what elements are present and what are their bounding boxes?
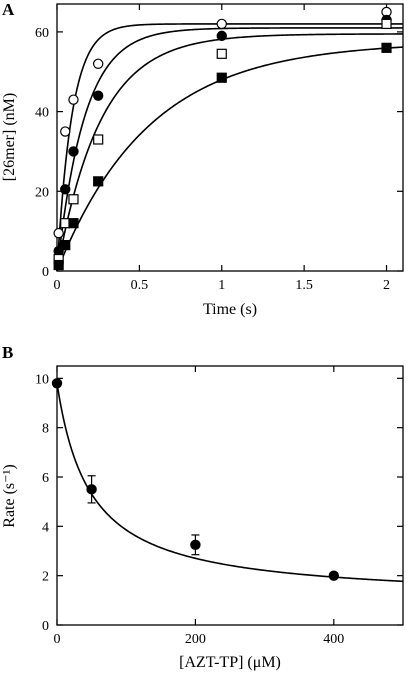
panel-a-data-points [53, 6, 392, 271]
panel-a-point-open-circle [68, 94, 79, 105]
panel-a-y-axis-label: [26mer] (nM) [1, 93, 18, 181]
panel-a-point-filled-square [53, 259, 64, 271]
panel-a-point-filled-square [60, 239, 71, 251]
panel-a-point-filled-square [381, 42, 392, 53]
panel-a-point-filled-square [216, 72, 227, 83]
panel-a-point-open-square [93, 134, 104, 145]
panel-b-ticks: 0 200 400 0 2 4 6 8 10 [35, 366, 403, 647]
panel-a-fit-curves [56, 23, 404, 272]
panel-a-fit-curve-0 [56, 23, 403, 272]
panel-a-fit-curve-2 [56, 33, 403, 272]
panel-b-y-tick-label: 4 [42, 520, 49, 535]
panel-a-point-open-circle [216, 18, 227, 30]
panel-a-point-filled-circle [92, 90, 104, 101]
panel-b-x-tick-label: 0 [54, 632, 61, 647]
panel-a-point-filled-square [93, 176, 104, 187]
panel-a-x-tick-label: 0 [54, 278, 61, 293]
panel-a-label: A [2, 0, 15, 19]
panel-b-y-tick-label: 0 [42, 619, 49, 634]
panel-b-x-axis-label: [AZT-TP] (μM) [179, 654, 281, 671]
panel-b-point-filled-circle [328, 570, 339, 581]
panel-b-x-tick-label: 400 [323, 632, 344, 647]
panel-b-y-tick-label: 2 [42, 570, 49, 585]
panel-b-plot-frame [56, 365, 404, 626]
panel-a-x-tick-label: 2 [383, 278, 390, 293]
panel-b-x-tick-label: 200 [185, 632, 206, 647]
panel-a-x-tick-label: 0.5 [131, 278, 149, 293]
panel-a-x-tick-label: 1 [218, 278, 225, 293]
panel-a-point-open-circle [53, 227, 64, 239]
panel-a-point-filled-square [68, 218, 79, 229]
panel-b-point-filled-circle [190, 539, 201, 551]
panel-a-point-open-circle [60, 126, 71, 137]
panel-a-y-tick-label: 0 [42, 265, 49, 280]
panel-b-data-points [51, 378, 339, 581]
panel-a-point-filled-circle [60, 184, 71, 195]
panel-a-x-tick-label: 1.5 [295, 278, 313, 293]
panel-b-fit-curve-0 [56, 383, 404, 583]
panel-a-point-open-circle [92, 58, 104, 69]
panel-a-point-filled-circle [216, 30, 227, 42]
panel-b-y-tick-label: 10 [35, 372, 49, 387]
panel-b: B 0 200 400 0 2 4 6 8 10 [AZT-TP] (μM) Rate (s⁻¹… [1, 343, 404, 671]
panel-b-point-filled-circle [86, 484, 97, 495]
panel-b-y-tick-label: 8 [42, 422, 49, 437]
panel-a-y-tick-label: 40 [35, 106, 49, 121]
panel-b-label: B [2, 343, 13, 362]
panel-a-plot-frame [56, 3, 404, 272]
panel-a-point-filled-circle [68, 146, 79, 157]
panel-a-y-tick-label: 20 [35, 185, 49, 200]
panel-a-fit-curve-3 [56, 46, 404, 272]
panel-b-fit-curve [56, 383, 404, 583]
panel-a-fit-curve-1 [56, 27, 403, 272]
panel-a-point-open-square [68, 194, 79, 205]
panel-a-point-open-square [216, 48, 227, 59]
panel-a-x-axis-label: Time (s) [203, 301, 257, 318]
panel-b-point-filled-circle [51, 378, 63, 389]
panel-b-y-tick-label: 6 [42, 471, 49, 486]
panel-a-y-tick-label: 60 [35, 26, 49, 41]
panel-b-y-axis-label: Rate (s⁻¹) [1, 464, 18, 527]
panel-a-point-open-square [381, 18, 392, 30]
